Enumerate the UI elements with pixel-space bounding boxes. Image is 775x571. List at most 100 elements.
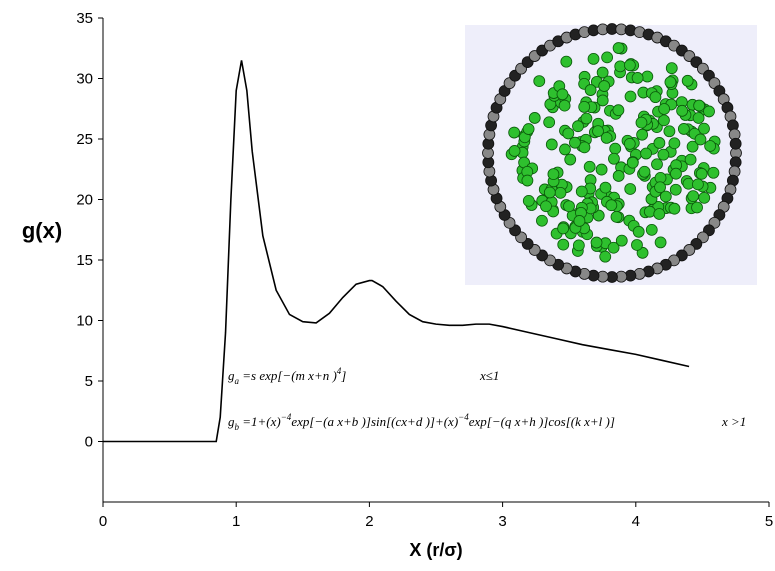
particle: [654, 181, 666, 194]
particle: [540, 200, 552, 213]
particle: [649, 91, 662, 104]
particle: [573, 215, 586, 227]
particle: [641, 70, 654, 83]
particle: [635, 116, 648, 129]
particle: [547, 168, 560, 181]
particle: [554, 186, 567, 199]
particle: [543, 116, 556, 129]
equation: gb =1+(x)−4exp[−(a x+b )]sin[(cx+d )]+(x…: [228, 412, 615, 432]
particle: [681, 74, 694, 87]
particle: [677, 123, 690, 135]
particle: [575, 185, 588, 198]
particle: [521, 174, 534, 187]
y-tick-label: 5: [85, 373, 93, 390]
particle: [587, 53, 600, 65]
x-tick-label: 4: [632, 513, 640, 530]
y-tick-label: 30: [76, 71, 93, 88]
particle: [615, 234, 628, 247]
particle: [686, 140, 699, 153]
equation-part: =s exp[−(m x+n ): [239, 368, 337, 383]
particle: [543, 186, 556, 199]
particle: [670, 167, 682, 180]
particle: [657, 148, 670, 161]
particle: [560, 55, 573, 68]
particle: [557, 238, 570, 251]
equation-condition: x >1: [721, 414, 746, 429]
equation-condition: x≤1: [479, 368, 499, 383]
x-tick-label: 5: [765, 513, 773, 530]
particle: [558, 99, 571, 112]
particle: [533, 75, 546, 87]
particle: [653, 208, 666, 220]
y-tick-label: 0: [85, 434, 93, 451]
particle: [605, 199, 618, 212]
particle: [695, 167, 708, 180]
particle: [569, 136, 581, 149]
particle: [623, 137, 636, 150]
particle: [707, 166, 720, 179]
particle: [612, 170, 625, 182]
particle: [626, 156, 639, 169]
particle: [663, 125, 676, 138]
particle: [583, 160, 596, 173]
particle: [564, 153, 577, 166]
particle: [578, 141, 591, 154]
particle: [599, 181, 612, 194]
x-tick-label: 1: [232, 513, 240, 530]
data-line: [103, 60, 690, 443]
equation-part: =1+(x): [239, 414, 281, 429]
equation-part: exp[−(q x+h )]cos[(k x+l )]: [469, 414, 615, 429]
particle: [624, 183, 637, 195]
particle: [665, 62, 678, 75]
particle: [692, 178, 704, 191]
x-tick-label: 3: [498, 513, 506, 530]
wall-bead: [729, 137, 742, 150]
particle: [592, 125, 604, 138]
particle: [684, 153, 697, 166]
particle: [691, 201, 703, 214]
particle: [508, 145, 521, 157]
particle: [601, 51, 614, 64]
particle: [687, 190, 700, 202]
particle: [638, 165, 651, 178]
particle: [653, 137, 666, 149]
particle: [624, 90, 637, 103]
particle: [631, 72, 644, 84]
y-tick-label: 20: [76, 192, 93, 209]
particle: [624, 59, 636, 72]
inset-illustration: [465, 23, 757, 285]
y-tick-label: 15: [76, 252, 93, 269]
particle: [659, 190, 672, 203]
particle: [698, 122, 710, 135]
equation-part: exp[−(a x+b )]sin[(cx+d )]+(x): [291, 414, 458, 429]
particle: [600, 131, 613, 144]
y-tick-label: 25: [76, 131, 93, 148]
equation-part: ]: [340, 368, 346, 383]
equation-part: −4: [458, 412, 469, 422]
particle: [694, 133, 707, 146]
particle: [704, 140, 717, 152]
particle: [668, 137, 681, 150]
particle: [703, 105, 715, 118]
equation-part: 4: [337, 366, 342, 376]
particle: [668, 202, 681, 215]
particle: [596, 94, 609, 107]
particle: [676, 104, 689, 117]
particle: [612, 42, 625, 54]
particle: [590, 236, 603, 249]
particle: [632, 225, 645, 238]
particle: [572, 120, 584, 133]
x-tick-label: 2: [365, 513, 373, 530]
particle: [508, 126, 521, 139]
particle: [609, 142, 622, 155]
particle: [572, 239, 585, 252]
particle: [596, 66, 609, 79]
particle: [654, 236, 667, 249]
particle: [608, 152, 620, 165]
x-tick-label: 0: [99, 513, 107, 530]
particle: [631, 239, 643, 251]
particle: [698, 191, 711, 204]
particle: [607, 241, 620, 254]
equation-part: a: [235, 376, 240, 386]
